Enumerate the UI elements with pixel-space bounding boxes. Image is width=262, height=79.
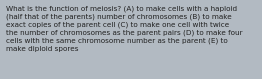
Text: What is the function of meiosis? (A) to make cells with a haploid
(half that of : What is the function of meiosis? (A) to … [6, 5, 243, 52]
